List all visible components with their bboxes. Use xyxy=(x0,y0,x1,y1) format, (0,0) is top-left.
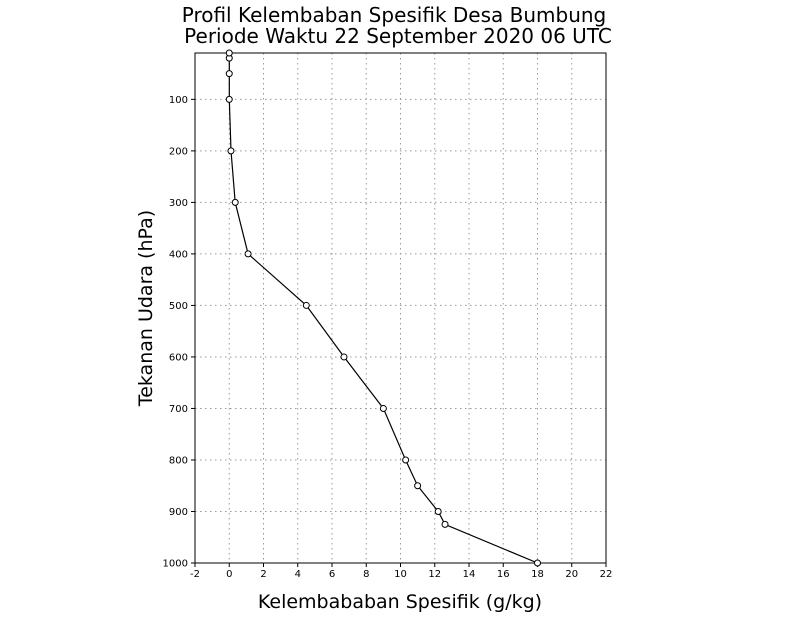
y-tick-label: 300 xyxy=(169,198,188,209)
y-tick-label: 900 xyxy=(169,507,188,518)
grid-lines xyxy=(195,53,606,563)
data-point xyxy=(441,520,449,528)
x-axis: -2 0 2 4 6 8 10 12 14 16 18 20 22 xyxy=(190,563,612,580)
x-tick-label: 22 xyxy=(600,569,613,580)
data-point xyxy=(225,70,233,78)
x-tick-label: 18 xyxy=(531,569,544,580)
x-tick-label: -2 xyxy=(190,569,200,580)
y-tick-label: 500 xyxy=(169,301,188,312)
y-tick-label: 200 xyxy=(169,146,188,157)
x-tick-label: 0 xyxy=(226,569,232,580)
y-axis: 100 200 300 400 500 600 700 800 900 1000 xyxy=(163,95,195,570)
y-tick-label: 100 xyxy=(169,95,188,106)
series-line xyxy=(225,49,541,567)
x-tick-label: 20 xyxy=(565,569,578,580)
x-axis-label: Kelembababan Spesifik (g/kg) xyxy=(258,591,542,613)
x-tick-label: 10 xyxy=(394,569,407,580)
data-point xyxy=(231,198,239,206)
y-tick-label: 700 xyxy=(169,404,188,415)
y-tick-label: 400 xyxy=(169,249,188,260)
x-tick-label: 14 xyxy=(463,569,476,580)
x-tick-label: 2 xyxy=(260,569,266,580)
data-point xyxy=(534,559,541,567)
data-point xyxy=(414,482,422,490)
x-tick-label: 4 xyxy=(295,569,301,580)
y-tick-label: 600 xyxy=(169,352,188,363)
data-point xyxy=(227,147,235,155)
data-point xyxy=(302,301,310,309)
chart-title: Profil Kelembaban Spesifik Desa Bumbung xyxy=(182,3,607,27)
data-point xyxy=(379,404,387,412)
y-tick-label: 800 xyxy=(169,455,188,466)
chart-subtitle: Periode Waktu 22 September 2020 06 UTC xyxy=(184,24,612,48)
x-tick-label: 8 xyxy=(363,569,369,580)
data-point xyxy=(340,353,348,361)
data-point xyxy=(434,507,442,515)
x-tick-label: 6 xyxy=(329,569,335,580)
data-point xyxy=(402,456,410,464)
data-point xyxy=(225,95,233,103)
series-polyline xyxy=(228,53,538,564)
data-point xyxy=(225,49,233,57)
y-tick-label: 1000 xyxy=(163,559,188,570)
x-tick-label: 12 xyxy=(428,569,441,580)
y-axis-label: Tekanan Udara (hPa) xyxy=(135,210,157,407)
data-point xyxy=(244,250,252,258)
x-tick-label: 16 xyxy=(497,569,510,580)
